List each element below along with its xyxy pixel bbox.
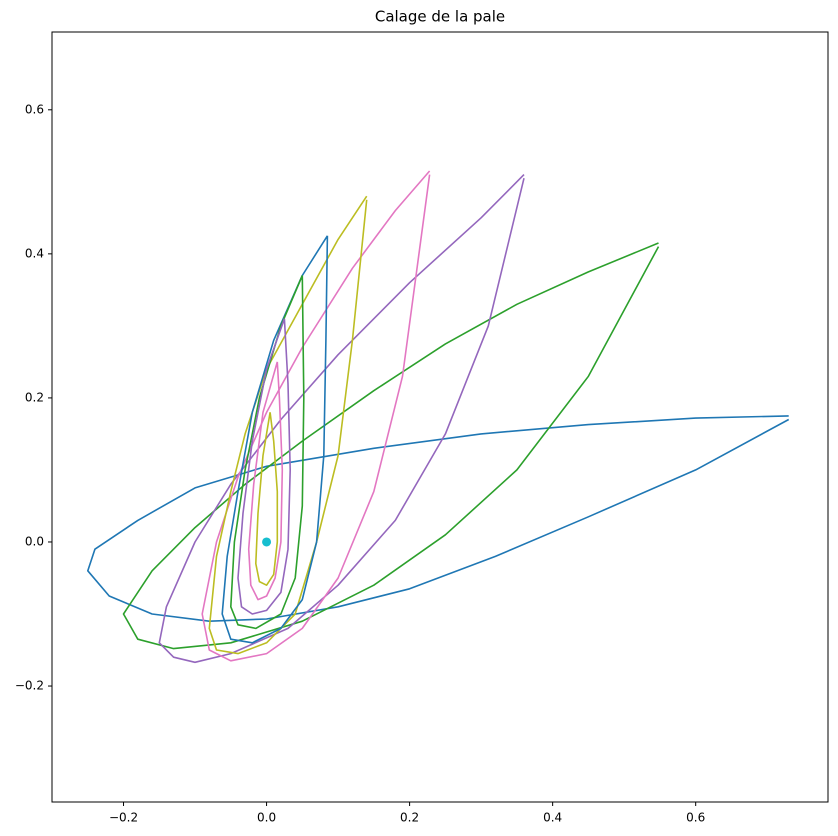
profile-line <box>230 275 305 630</box>
profile-line <box>255 412 279 586</box>
chart-title: Calage de la pale <box>375 8 505 26</box>
profile-line <box>221 235 329 644</box>
profile-line <box>87 415 790 622</box>
y-tick-label: 0.4 <box>25 246 44 260</box>
x-tick-label: 0.2 <box>400 811 419 825</box>
y-tick-label: −0.2 <box>15 679 44 693</box>
y-tick-label: 0.0 <box>25 534 44 548</box>
x-tick-label: 0.0 <box>257 811 276 825</box>
profile-line <box>237 318 291 615</box>
y-tick-label: 0.6 <box>25 102 44 116</box>
profile-line <box>158 174 525 664</box>
profile-line <box>247 361 284 601</box>
y-tick-label: 0.2 <box>25 390 44 404</box>
profile-line <box>201 170 431 662</box>
profile-line <box>122 242 660 650</box>
x-tick-label: 0.6 <box>686 811 705 825</box>
marker <box>262 537 272 547</box>
profile-line <box>208 195 368 655</box>
x-tick-label: 0.4 <box>543 811 562 825</box>
x-tick-label: −0.2 <box>109 811 138 825</box>
plot-frame <box>51 31 829 803</box>
